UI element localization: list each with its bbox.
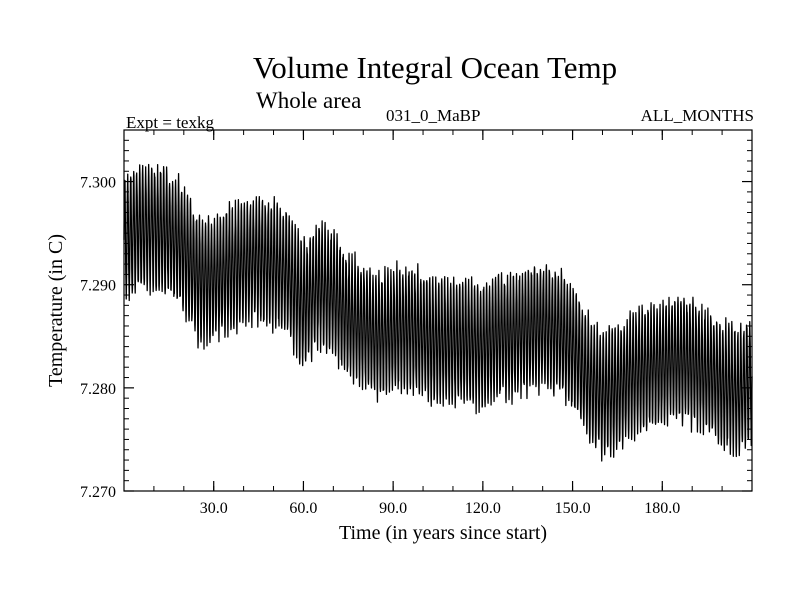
chart-title: Volume Integral Ocean Temp <box>252 50 618 85</box>
y-axis-label: Temperature (in C) <box>45 234 67 387</box>
y-tick-label: 7.290 <box>80 278 116 295</box>
period-label: 031_0_MaBP <box>386 106 481 125</box>
y-tick-label: 7.300 <box>80 175 116 192</box>
plot-frame <box>123 129 753 492</box>
temperature-series-line <box>123 163 753 462</box>
y-tick-label: 7.270 <box>80 484 116 501</box>
axis-ticks: 30.0 60.0 90.0 120.0 150.0 180.0 7.270 7.280 7.2… <box>80 130 752 517</box>
x-axis-label: Time (in years since start) <box>339 522 547 544</box>
x-tick-label: 90.0 <box>379 500 407 517</box>
months-label: ALL_MONTHS <box>640 106 754 125</box>
series-group <box>123 163 753 462</box>
x-tick-label: 150.0 <box>555 500 591 517</box>
x-tick-label: 60.0 <box>289 500 317 517</box>
x-tick-label: 30.0 <box>200 500 228 517</box>
y-tick-label: 7.280 <box>80 381 116 398</box>
x-tick-label: 180.0 <box>644 500 680 517</box>
chart-subtitle: Whole area <box>256 88 362 113</box>
x-tick-label: 120.0 <box>465 500 501 517</box>
experiment-label: Expt = texkg <box>126 113 214 132</box>
